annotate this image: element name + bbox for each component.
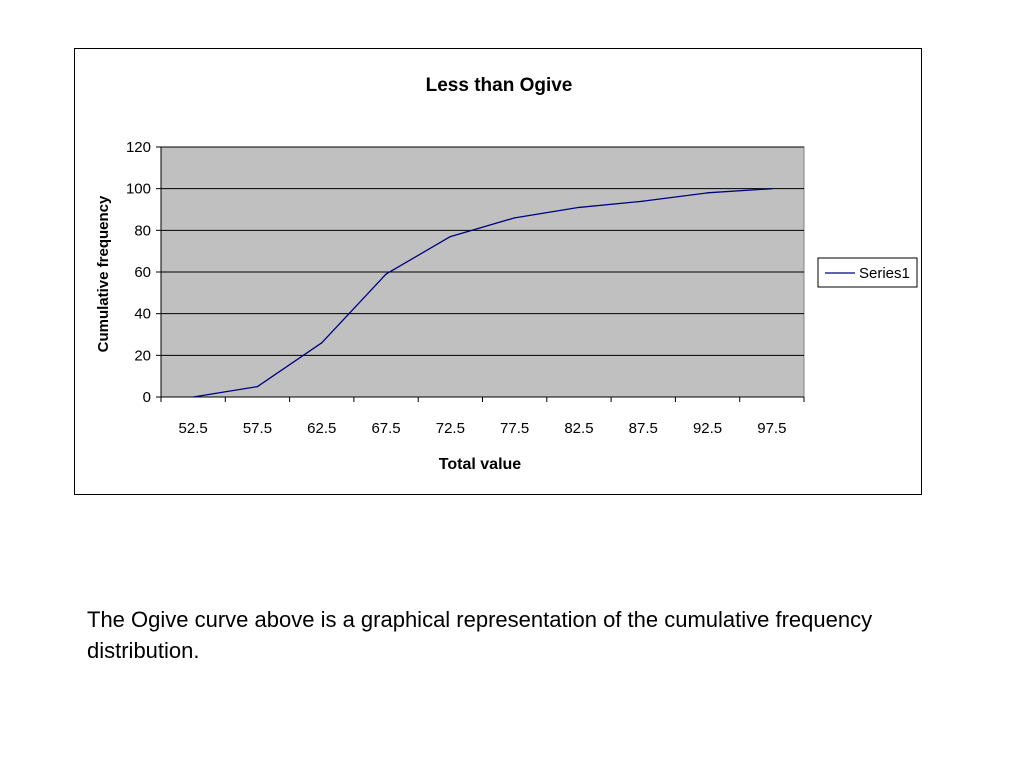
axes: [156, 146, 805, 402]
series-1-segment-8: [706, 188, 773, 194]
chart-frame: Less than Ogive 0 20 40 60 80 100 120 52.5 57.5…: [74, 48, 922, 495]
x-tick-label-87.5: 87.5: [629, 420, 658, 437]
series-lines: [192, 188, 773, 398]
gridlines: [161, 146, 804, 356]
x-tick-label-77.5: 77.5: [500, 420, 529, 437]
y-axis-label: Cumulative frequency: [95, 195, 112, 352]
series-1-segment-7: [642, 192, 709, 202]
x-tick-label-62.5: 62.5: [307, 420, 336, 437]
y-tick-labels: 0 20 40 60 80 100 120: [126, 139, 151, 406]
x-tick-labels: 52.5 57.5 62.5 67.5 72.5 77.5 82.5 87.5 92.5 97.5: [179, 420, 787, 437]
y-tick-label-100: 100: [126, 181, 151, 198]
x-tick-label-67.5: 67.5: [371, 420, 400, 437]
series-1-segment-1: [256, 342, 323, 388]
chart-title: Less than Ogive: [426, 75, 573, 96]
series-1-segment-2: [321, 273, 387, 344]
series-1-segment-4: [449, 217, 516, 238]
x-tick-label-97.5: 97.5: [757, 420, 786, 437]
y-tick-label-120: 120: [126, 139, 151, 156]
y-tick-label-0: 0: [143, 389, 151, 406]
legend: Series1: [817, 257, 918, 288]
x-axis-label: Total value: [439, 456, 521, 473]
series-1-segment-3: [385, 235, 452, 275]
series-1-segment-0: [192, 385, 259, 398]
y-tick-label-20: 20: [134, 347, 151, 364]
x-tick-label-57.5: 57.5: [243, 420, 272, 437]
x-tick-label-92.5: 92.5: [693, 420, 722, 437]
ogive-chart: Less than Ogive 0 20 40 60 80 100 120 52.5 57.5…: [95, 75, 918, 473]
chart-caption: The Ogive curve above is a graphical rep…: [87, 607, 873, 663]
legend-label-series1: Series1: [859, 265, 910, 282]
x-tick-label-72.5: 72.5: [436, 420, 465, 437]
y-tick-label-40: 40: [134, 306, 151, 323]
x-tick-label-82.5: 82.5: [564, 420, 593, 437]
y-tick-label-80: 80: [134, 222, 151, 239]
series-1-segment-5: [513, 206, 580, 219]
y-tick-label-60: 60: [134, 264, 151, 281]
x-tick-label-52.5: 52.5: [179, 420, 208, 437]
series-1-segment-6: [578, 200, 644, 209]
